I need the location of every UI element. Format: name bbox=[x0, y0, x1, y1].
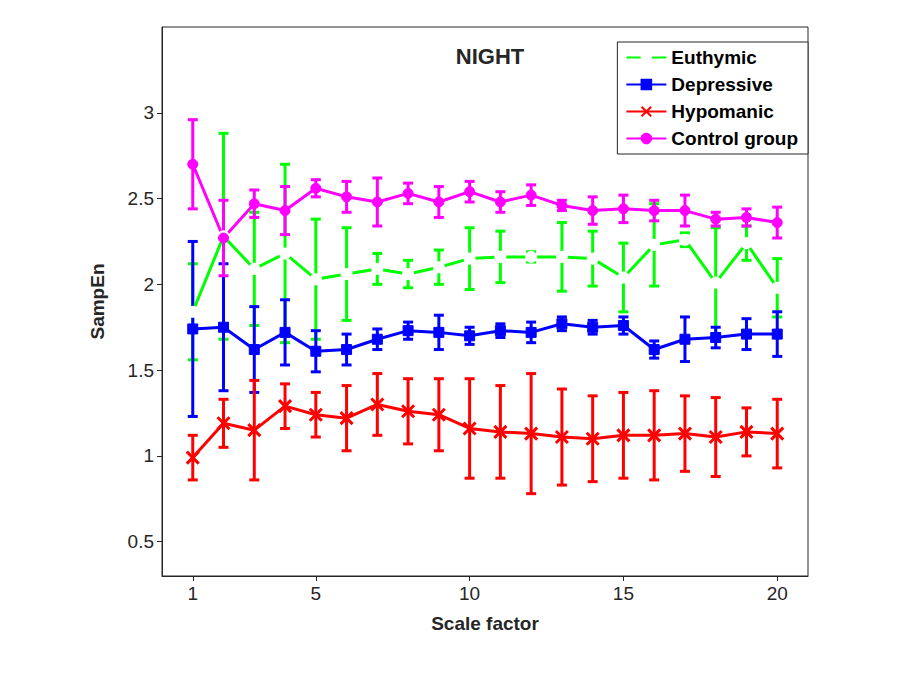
svg-text:1: 1 bbox=[143, 445, 154, 466]
svg-text:Depressive: Depressive bbox=[671, 74, 772, 95]
svg-text:15: 15 bbox=[613, 583, 634, 604]
svg-text:NIGHT: NIGHT bbox=[456, 44, 525, 69]
svg-text:2: 2 bbox=[143, 274, 154, 295]
svg-text:Scale factor: Scale factor bbox=[431, 613, 539, 634]
svg-text:SampEn: SampEn bbox=[87, 263, 108, 339]
svg-text:1.5: 1.5 bbox=[128, 360, 154, 381]
svg-text:10: 10 bbox=[459, 583, 480, 604]
svg-text:Euthymic: Euthymic bbox=[671, 47, 757, 68]
svg-text:Control group: Control group bbox=[671, 128, 798, 149]
svg-text:Hypomanic: Hypomanic bbox=[671, 101, 774, 122]
svg-text:2.5: 2.5 bbox=[128, 188, 154, 209]
svg-text:1: 1 bbox=[187, 583, 198, 604]
svg-text:20: 20 bbox=[767, 583, 788, 604]
svg-text:0.5: 0.5 bbox=[128, 531, 154, 552]
svg-text:3: 3 bbox=[143, 102, 154, 123]
svg-text:5: 5 bbox=[311, 583, 322, 604]
